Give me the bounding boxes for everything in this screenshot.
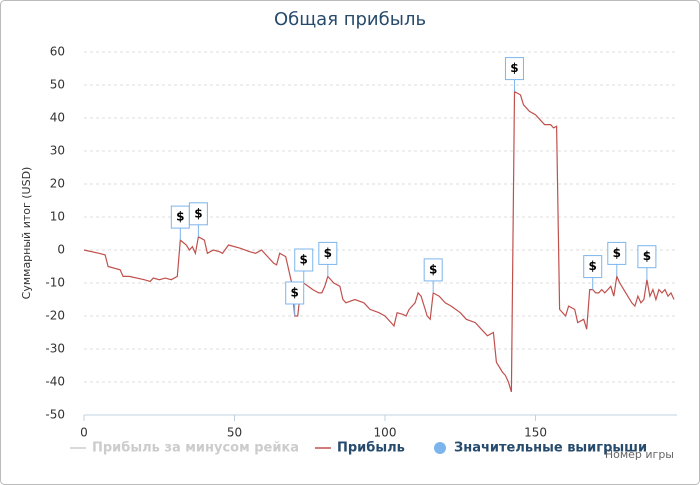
flag-box xyxy=(318,241,338,265)
flag-text: $ xyxy=(613,246,621,260)
y-tick-label: 30 xyxy=(50,144,65,158)
y-tick-label: 10 xyxy=(50,210,65,224)
flag: $ xyxy=(188,202,208,237)
flag-box xyxy=(583,255,603,279)
line xyxy=(83,90,675,393)
flag: $ xyxy=(504,57,524,92)
x-tick-label: 50 xyxy=(227,426,242,440)
x-tick-label: 100 xyxy=(374,426,397,440)
flag-box xyxy=(504,57,524,81)
legend-label: Прибыль xyxy=(337,441,405,456)
flag: $ xyxy=(318,241,338,277)
y-tick-label: 50 xyxy=(50,78,65,92)
y-tick-label: -40 xyxy=(45,375,65,389)
chart-title: Общая прибыль xyxy=(274,9,426,30)
y-tick-label: -20 xyxy=(45,309,65,323)
flag-box xyxy=(294,248,314,272)
y-tick-label: 20 xyxy=(50,177,65,191)
flag: $ xyxy=(637,245,657,280)
flag-text: $ xyxy=(643,249,651,263)
legend-label: Значительные выигрыши xyxy=(454,441,647,456)
flag-box xyxy=(607,241,627,265)
flag-text: $ xyxy=(194,206,202,220)
y-axis-title: Суммарный итог (USD) xyxy=(20,167,33,300)
y-tick-label: -50 xyxy=(45,408,65,422)
flag: $ xyxy=(607,241,627,277)
legend-label: Прибыль за минусом рейка xyxy=(92,441,299,456)
x-tick-label: 150 xyxy=(524,426,547,440)
y-tick-label: -10 xyxy=(45,276,65,290)
y-tick-label: -30 xyxy=(45,342,65,356)
x-tick-label: 0 xyxy=(80,426,88,440)
flag-text: $ xyxy=(429,262,437,276)
flag-text: $ xyxy=(176,210,184,224)
legend-symbol xyxy=(434,442,446,454)
flag-box xyxy=(285,281,305,305)
flag-box xyxy=(637,245,657,269)
y-tick-label: 40 xyxy=(50,111,65,125)
flag: $ xyxy=(423,258,443,293)
flag-text: $ xyxy=(510,61,518,75)
flag-text: $ xyxy=(589,259,597,273)
flag-text: $ xyxy=(300,253,308,267)
flag-text: $ xyxy=(291,286,299,300)
y-tick-label: 60 xyxy=(50,45,65,59)
flag: $ xyxy=(285,281,305,316)
y-tick-label: 0 xyxy=(57,243,65,257)
flag: $ xyxy=(583,255,603,290)
flag-text: $ xyxy=(324,246,332,260)
flag: $ xyxy=(294,248,314,283)
flag-box xyxy=(423,258,443,282)
x-axis-title: Номер игры xyxy=(605,448,674,461)
flag-box xyxy=(188,202,208,226)
